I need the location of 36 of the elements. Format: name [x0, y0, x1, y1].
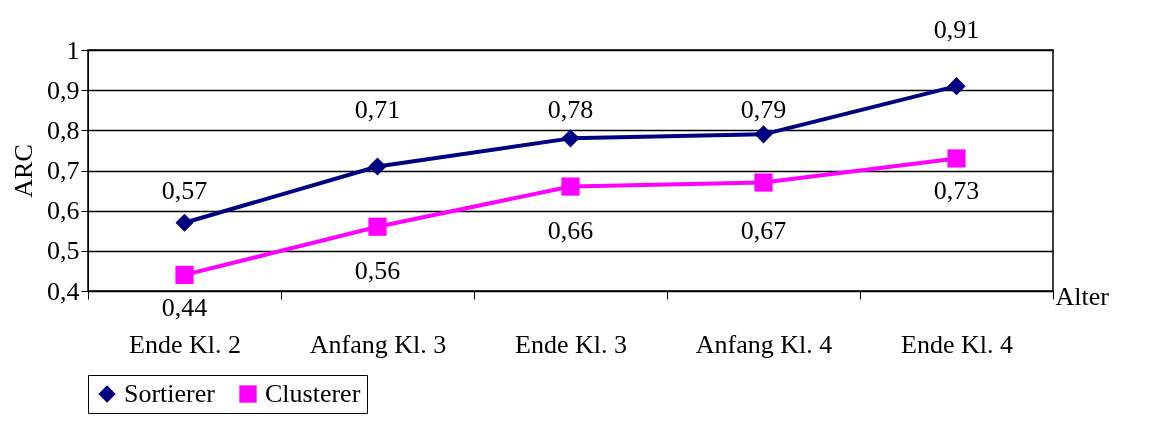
point — [368, 217, 387, 236]
y-tick-label: 0,6 — [47, 196, 80, 226]
point — [175, 213, 194, 232]
point — [754, 173, 773, 192]
point — [175, 265, 194, 285]
x-tick-label: Ende Kl. 4 — [901, 329, 1013, 359]
point — [561, 177, 580, 196]
y-tick-label: 0,8 — [47, 115, 80, 145]
x-tick-label: Ende Kl. 2 — [129, 329, 241, 359]
y-axis-title: ARC — [9, 144, 38, 198]
legend-label: Clusterer — [265, 379, 361, 408]
y-tick-label: 0,5 — [47, 236, 80, 266]
point — [947, 149, 966, 168]
y-tick-label: 1 — [66, 35, 80, 65]
point — [754, 125, 773, 144]
x-axis-title: Alter — [1055, 281, 1110, 311]
data-label: 0,57 — [161, 175, 208, 205]
y-tick-label: 0,4 — [47, 276, 80, 306]
data-label: 0,73 — [933, 175, 980, 205]
data-label: 0,66 — [547, 215, 594, 245]
data-label: 0,71 — [354, 95, 401, 125]
data-label: 0,78 — [547, 95, 594, 125]
x-tick-label: Ende Kl. 3 — [515, 329, 627, 359]
data-label: 0,79 — [740, 95, 787, 125]
data-label: 0,56 — [354, 255, 401, 285]
y-tick-label: 0,7 — [47, 156, 80, 185]
x-tick-label: Anfang Kl. 3 — [309, 329, 447, 359]
point — [947, 77, 966, 96]
legend-label: Sortierer — [124, 379, 216, 408]
point — [561, 129, 580, 148]
data-label: 0,67 — [740, 215, 787, 245]
y-tick-label: 0,9 — [47, 75, 80, 105]
data-label: 0,44 — [161, 293, 208, 322]
x-tick-label: Anfang Kl. 4 — [695, 329, 833, 359]
point — [368, 157, 387, 176]
data-label: 0,91 — [933, 14, 980, 44]
